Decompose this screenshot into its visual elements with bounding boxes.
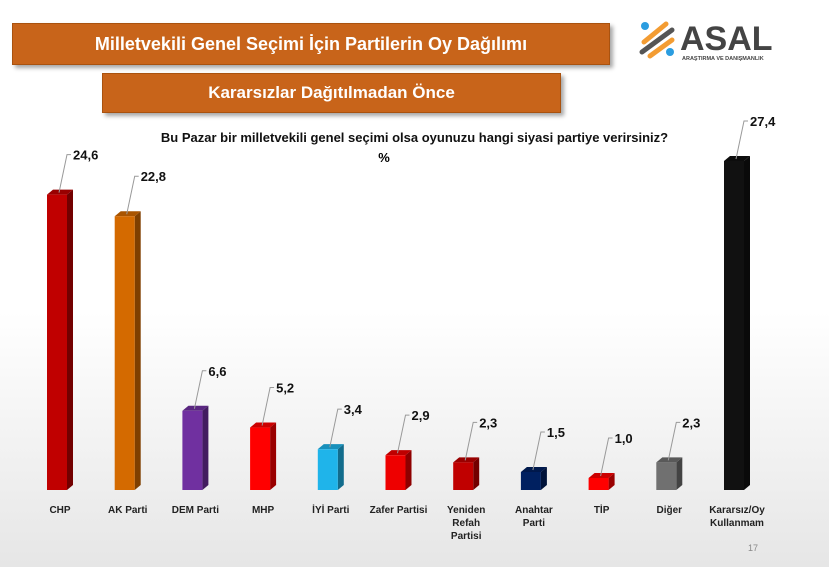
bar <box>317 449 338 490</box>
data-label: 5,2 <box>276 381 294 396</box>
bar-top <box>114 211 141 217</box>
bar-top <box>385 450 412 456</box>
bar-side <box>608 472 615 490</box>
bar <box>724 161 744 490</box>
category-label: TİP <box>594 503 610 516</box>
bar <box>385 455 406 490</box>
bar-top <box>656 457 683 463</box>
category-label: Kararsız/Oy Kullanmam <box>709 505 765 529</box>
subtitle-banner: Kararsızlar Dağıtılmadan Önce <box>102 73 561 113</box>
bar <box>182 410 203 490</box>
bar-top <box>317 444 344 450</box>
leader-line <box>261 387 275 426</box>
asal-logo: ASAL ARAŞTIRMA VE DANIŞMANLIK <box>639 20 773 62</box>
leader-line <box>532 431 545 471</box>
leader-line <box>126 175 139 215</box>
data-label: 22,8 <box>141 169 166 184</box>
category-label: DEM Parti <box>172 505 219 516</box>
leader-line <box>58 154 71 193</box>
data-label: 1,0 <box>615 431 633 446</box>
data-label: 24,6 <box>73 148 98 163</box>
bar-side <box>134 211 141 490</box>
category-label: MHP <box>252 505 275 516</box>
leader-line <box>193 370 207 409</box>
bar-top <box>47 189 73 195</box>
bar <box>114 216 135 490</box>
bar-side <box>202 405 209 490</box>
bar-top <box>250 422 277 428</box>
bar-top <box>453 457 480 463</box>
data-label: 2,3 <box>682 415 700 430</box>
bar-top <box>724 156 750 161</box>
data-label: 27,4 <box>750 114 776 129</box>
category-label: Yeniden Refah Partisi <box>447 505 485 542</box>
leader-line <box>600 437 613 477</box>
bar-side <box>540 466 547 490</box>
category-label: Zafer Partisi <box>370 505 428 516</box>
data-label: 2,9 <box>412 408 430 423</box>
chart-question: Bu Pazar bir milletvekili genel seçimi o… <box>160 130 669 145</box>
bar-top <box>520 466 547 472</box>
bar <box>453 462 474 490</box>
category-label: Anahtar Parti <box>515 505 553 529</box>
bar-top <box>588 472 615 478</box>
svg-text:ASAL: ASAL <box>680 20 773 58</box>
data-label: 3,4 <box>344 402 363 417</box>
leader-line <box>329 408 342 448</box>
data-label: 1,5 <box>547 425 565 440</box>
bar <box>656 462 677 490</box>
data-label: 6,6 <box>208 364 226 379</box>
chart-unit: % <box>378 150 390 165</box>
category-label: CHP <box>49 505 70 516</box>
leader-line <box>667 421 681 461</box>
leader-line <box>464 421 478 461</box>
bar <box>520 471 541 490</box>
bar-side <box>270 422 277 490</box>
bar <box>250 427 271 490</box>
bar-side <box>473 457 480 490</box>
svg-text:ARAŞTIRMA VE DANIŞMANLIK: ARAŞTIRMA VE DANIŞMANLIK <box>682 56 764 62</box>
bar-side <box>676 457 683 490</box>
bar <box>47 194 67 491</box>
page-number: 17 <box>748 543 759 553</box>
category-label: İYİ Parti <box>312 503 349 516</box>
bar <box>588 477 609 490</box>
category-label: AK Parti <box>108 505 148 516</box>
bar-top <box>182 405 209 411</box>
leader-line <box>735 120 748 160</box>
bar-side <box>337 444 344 490</box>
bar-side <box>405 450 412 490</box>
leader-line <box>397 414 410 454</box>
bar-side <box>67 189 73 491</box>
title-banner: Milletvekili Genel Seçimi İçin Partileri… <box>12 23 610 65</box>
bar-side <box>744 156 750 490</box>
category-label: Diğer <box>657 505 683 516</box>
data-label: 2,3 <box>479 415 497 430</box>
